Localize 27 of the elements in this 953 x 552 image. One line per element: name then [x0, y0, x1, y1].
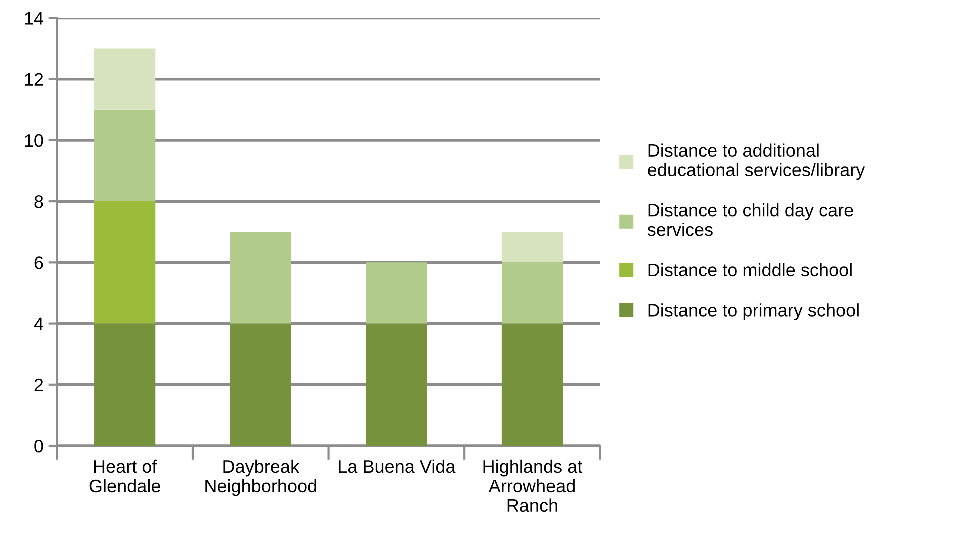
bar: [502, 232, 564, 263]
y-tick-label: 8: [34, 195, 44, 208]
bar: [230, 232, 292, 324]
y-tick-label: 4: [34, 318, 44, 330]
x-tick-label: Heart of Glendale: [90, 460, 160, 493]
y-tick-label: 14: [25, 12, 44, 25]
x-tick-label: Daybreak Neighborhood: [206, 460, 316, 496]
bar: [94, 110, 156, 202]
bar: [230, 324, 292, 446]
legend-label: Distance to middle school: [648, 263, 852, 277]
y-tick-label: 6: [34, 256, 44, 270]
bar: [94, 48, 156, 110]
bar: [94, 324, 156, 446]
x-tick-label: La Buena Vida: [339, 460, 456, 474]
bar: [502, 262, 564, 324]
bar: [366, 324, 428, 446]
legend-label: Distance to primary school: [648, 304, 859, 320]
bar: [366, 262, 428, 324]
bar: [94, 202, 156, 324]
legend-label: Distance to child day care services: [648, 204, 854, 236]
y-tick-label: 12: [25, 73, 44, 86]
y-tick-label: 10: [25, 134, 44, 148]
y-tick-label: 2: [34, 378, 44, 392]
y-tick-label: 0: [34, 440, 44, 453]
x-tick-label: Highlands at Arrowhead Ranch: [484, 460, 583, 512]
legend-label: Distance to additional educational services/library: [648, 144, 866, 180]
bar: [502, 324, 564, 446]
